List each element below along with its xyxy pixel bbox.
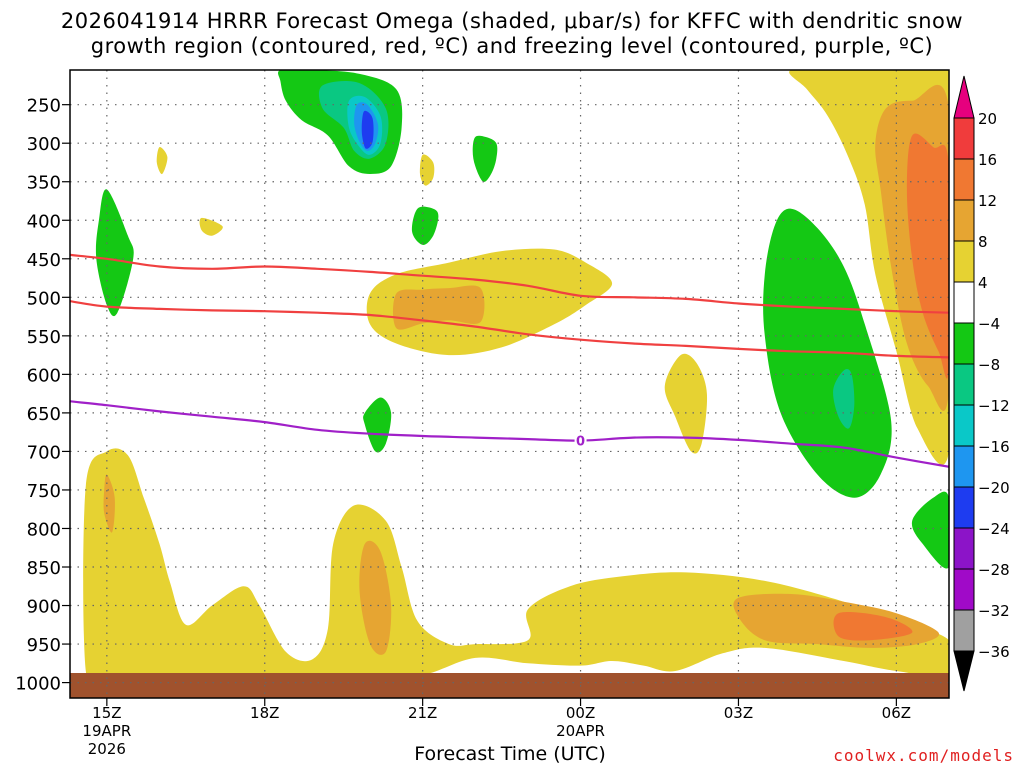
colorbar-min-arrow <box>953 650 975 692</box>
x-tick-label-18Z: 18Z <box>250 704 279 722</box>
x-axis-title: Forecast Time (UTC) <box>414 743 606 765</box>
colorbar-bin-11 <box>953 527 975 570</box>
colorbar-bin-12 <box>953 568 975 611</box>
colorbar-bin-4 <box>953 240 975 283</box>
y-tick-label-700: 700 <box>27 442 61 463</box>
colorbar-label-8: −16 <box>978 438 1010 456</box>
omega-region-23 <box>359 540 392 655</box>
contour-label-bg <box>574 432 587 448</box>
x-tick-year-15Z: 2026 <box>88 740 126 758</box>
y-tick-label-900: 900 <box>27 597 61 618</box>
omega-region-2 <box>906 133 949 379</box>
credit-text: coolwx.com/models <box>833 746 1014 765</box>
x-tick-label-06Z: 06Z <box>882 704 911 722</box>
y-tick-label-750: 750 <box>27 481 61 502</box>
colorbar-bin-13 <box>953 609 975 652</box>
y-tick-label-950: 950 <box>27 635 61 656</box>
colorbar-bin-1 <box>953 117 975 160</box>
omega-region-12 <box>199 217 223 236</box>
y-tick-label-400: 400 <box>27 211 61 232</box>
colorbar-label-10: −24 <box>978 520 1010 538</box>
y-tick-label-550: 550 <box>27 327 61 348</box>
x-tick-label-00Z: 00Z <box>566 704 595 722</box>
colorbar-label-5: −4 <box>978 315 1000 333</box>
y-tick-label-650: 650 <box>27 404 61 425</box>
contour-dgz-top <box>70 253 949 314</box>
colorbar-bin-7 <box>953 363 975 406</box>
chart-title-line-2: growth region (contoured, red, ºC) and f… <box>90 34 934 58</box>
omega-region-13 <box>411 206 439 245</box>
colorbar-label-3: 8 <box>978 233 988 251</box>
y-tick-label-800: 800 <box>27 519 61 540</box>
omega-region-22 <box>103 474 115 533</box>
colorbar-bin-3 <box>953 199 975 242</box>
colorbar-bin-5 <box>953 281 975 324</box>
omega-region-7 <box>361 110 374 149</box>
colorbar-label-6: −8 <box>978 356 1000 374</box>
x-tick-label-15Z: 15Z <box>92 704 121 722</box>
colorbar-label-7: −12 <box>978 397 1010 415</box>
colorbar: 20 16 12 8 4 −4 −8 −12 −16 −20 −24 −28 −32 −36 <box>953 75 1010 692</box>
chart-title-line-1: 2026041914 HRRR Forecast Omega (shaded, … <box>60 9 964 33</box>
colorbar-bin-10 <box>953 486 975 529</box>
colorbar-max-arrow <box>953 75 975 119</box>
y-tick-label-450: 450 <box>27 250 61 271</box>
x-tick-date-15Z: 19APR <box>82 722 131 740</box>
plot-frame <box>69 69 950 699</box>
colorbar-label-4: 4 <box>978 274 988 292</box>
omega-region-21 <box>83 448 949 686</box>
colorbar-bin-6 <box>953 322 975 365</box>
omega-region-19 <box>363 397 392 453</box>
colorbar-label-13: −36 <box>978 643 1010 661</box>
omega-region-18 <box>664 353 708 454</box>
omega-region-17 <box>833 369 855 429</box>
ground-surface <box>70 673 949 698</box>
colorbar-bin-9 <box>953 445 975 488</box>
colorbar-bin-8 <box>953 404 975 447</box>
omega-region-20 <box>911 491 949 569</box>
colorbar-label-12: −32 <box>978 602 1010 620</box>
y-tick-label-500: 500 <box>27 288 61 309</box>
y-tick-label-350: 350 <box>27 173 61 194</box>
y-tick-label-600: 600 <box>27 365 61 386</box>
y-tick-label-250: 250 <box>27 96 61 117</box>
omega-region-11 <box>95 189 134 317</box>
colorbar-bin-2 <box>953 158 975 201</box>
x-tick-date-00Z: 20APR <box>556 722 605 740</box>
contour-freezing-level <box>70 400 949 468</box>
x-tick-label-03Z: 03Z <box>724 704 753 722</box>
y-tick-label-300: 300 <box>27 134 61 155</box>
omega-region-10 <box>156 147 168 175</box>
colorbar-label-1: 16 <box>978 151 997 169</box>
colorbar-label-2: 12 <box>978 192 997 210</box>
x-tick-label-21Z: 21Z <box>408 704 437 722</box>
y-tick-label-1000: 1000 <box>15 674 61 695</box>
contour-label-freezing-level: 0 <box>576 435 585 450</box>
colorbar-label-11: −28 <box>978 561 1010 579</box>
contour-dgz-bottom <box>70 300 949 359</box>
colorbar-label-0: 20 <box>978 110 997 128</box>
omega-region-9 <box>419 154 435 186</box>
omega-region-8 <box>472 135 498 182</box>
omega-region-25 <box>833 612 913 641</box>
y-tick-label-850: 850 <box>27 558 61 579</box>
colorbar-label-9: −20 <box>978 479 1010 497</box>
